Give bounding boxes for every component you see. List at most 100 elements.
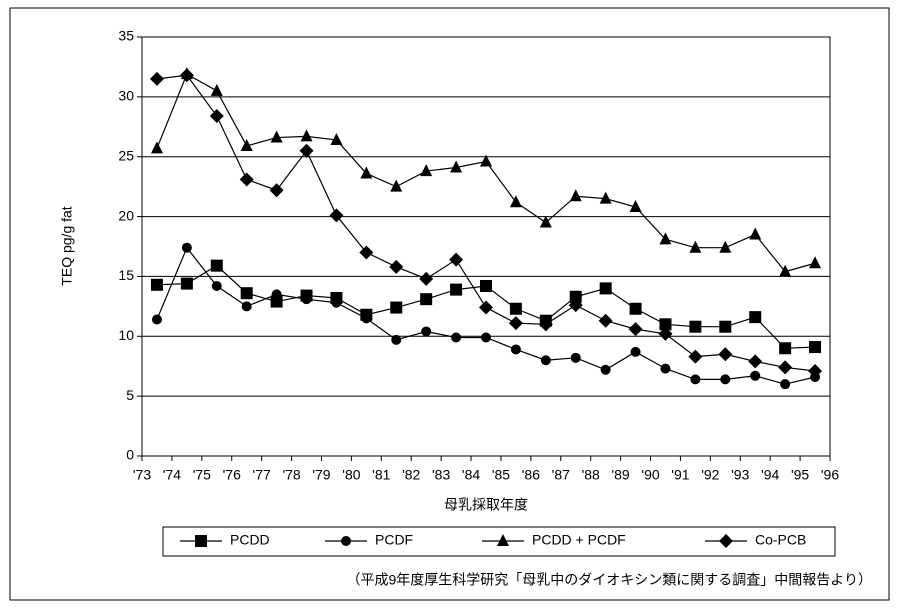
data-point [659, 318, 672, 331]
data-point [719, 320, 732, 333]
data-point [749, 311, 762, 324]
y-axis-label: TEQ pg/g fat [59, 206, 75, 285]
x-tick-label: '82 [402, 467, 420, 483]
x-tick-label: '89 [611, 467, 629, 483]
data-point [720, 374, 731, 385]
data-point [778, 360, 793, 375]
x-tick-label: '77 [253, 467, 271, 483]
y-tick-label: 35 [118, 28, 134, 44]
data-point [598, 313, 613, 328]
data-point [538, 317, 553, 332]
legend-marker [341, 536, 351, 546]
data-point [151, 314, 162, 325]
legend-label: Co-PCB [755, 532, 806, 548]
data-point [270, 295, 283, 308]
footnote: （平成9年度厚生科学研究「母乳中のダイオキシン類に関する調査」中間報告より） [346, 572, 872, 588]
data-point [688, 349, 703, 364]
data-point [539, 215, 552, 228]
data-point [569, 290, 582, 303]
data-point [329, 208, 344, 223]
x-tick-label: '79 [312, 467, 330, 483]
data-point [181, 242, 192, 253]
data-point [421, 326, 432, 337]
data-point [510, 344, 521, 355]
data-point [748, 354, 763, 369]
data-point [629, 302, 642, 315]
data-point [540, 355, 551, 366]
x-tick-label: '94 [761, 467, 779, 483]
data-point [149, 71, 164, 86]
data-point [808, 364, 823, 379]
x-tick-label: '95 [791, 467, 809, 483]
data-point [719, 240, 732, 253]
data-point [689, 240, 702, 253]
data-point [451, 332, 462, 343]
data-point [330, 132, 343, 145]
legend-label: PCDF [375, 532, 413, 548]
data-point [419, 271, 434, 286]
data-point [301, 294, 312, 305]
x-tick-label: '75 [193, 467, 211, 483]
x-tick-label: '92 [701, 467, 719, 483]
data-point [180, 277, 193, 290]
x-tick-label: '76 [223, 467, 241, 483]
x-tick-label: '86 [522, 467, 540, 483]
data-point [658, 326, 673, 341]
data-point [690, 374, 701, 385]
data-point [239, 172, 254, 187]
x-tick-label: '90 [641, 467, 659, 483]
data-point [689, 320, 702, 333]
y-tick-label: 0 [126, 447, 134, 463]
data-point [779, 264, 792, 277]
data-point [300, 129, 313, 142]
data-point [599, 191, 612, 204]
data-point [480, 280, 492, 293]
data-point [479, 300, 493, 315]
data-point [359, 245, 374, 260]
data-point [630, 346, 641, 357]
x-tick-label: '73 [133, 467, 151, 483]
data-point [750, 370, 761, 381]
y-tick-label: 15 [118, 267, 134, 283]
data-point [360, 166, 373, 179]
data-point [390, 179, 403, 192]
y-tick-label: 25 [118, 147, 134, 163]
data-point [331, 297, 342, 308]
data-point [809, 256, 822, 269]
x-tick-label: '81 [372, 467, 390, 483]
data-point [271, 289, 282, 300]
x-tick-label: '85 [492, 467, 510, 483]
y-tick-label: 30 [118, 88, 134, 104]
x-tick-label: '91 [671, 467, 689, 483]
legend-marker [195, 535, 207, 547]
data-point [780, 379, 791, 390]
data-point [449, 252, 464, 267]
x-tick-label: '88 [582, 467, 600, 483]
legend-label: PCDD [230, 532, 270, 548]
data-point [240, 138, 253, 151]
data-point [270, 130, 283, 143]
y-tick-label: 20 [118, 207, 134, 223]
data-point [569, 189, 582, 202]
data-point [450, 160, 463, 173]
data-point [718, 347, 733, 362]
data-point [450, 283, 463, 296]
data-point [480, 154, 492, 167]
x-axis-label: 母乳採取年度 [444, 497, 528, 513]
data-point [269, 183, 284, 198]
data-point [150, 278, 163, 291]
data-point [209, 109, 224, 124]
legend-marker [719, 534, 733, 548]
data-point [390, 301, 403, 314]
data-point [241, 301, 252, 312]
data-point [361, 313, 372, 324]
data-point [150, 141, 163, 154]
data-point [481, 332, 491, 343]
x-tick-label: '84 [462, 467, 480, 483]
y-tick-label: 5 [126, 387, 134, 403]
y-tick-label: 10 [118, 327, 134, 343]
data-point [420, 164, 433, 177]
data-point [660, 363, 671, 374]
data-point [659, 232, 672, 245]
data-point [628, 322, 643, 337]
